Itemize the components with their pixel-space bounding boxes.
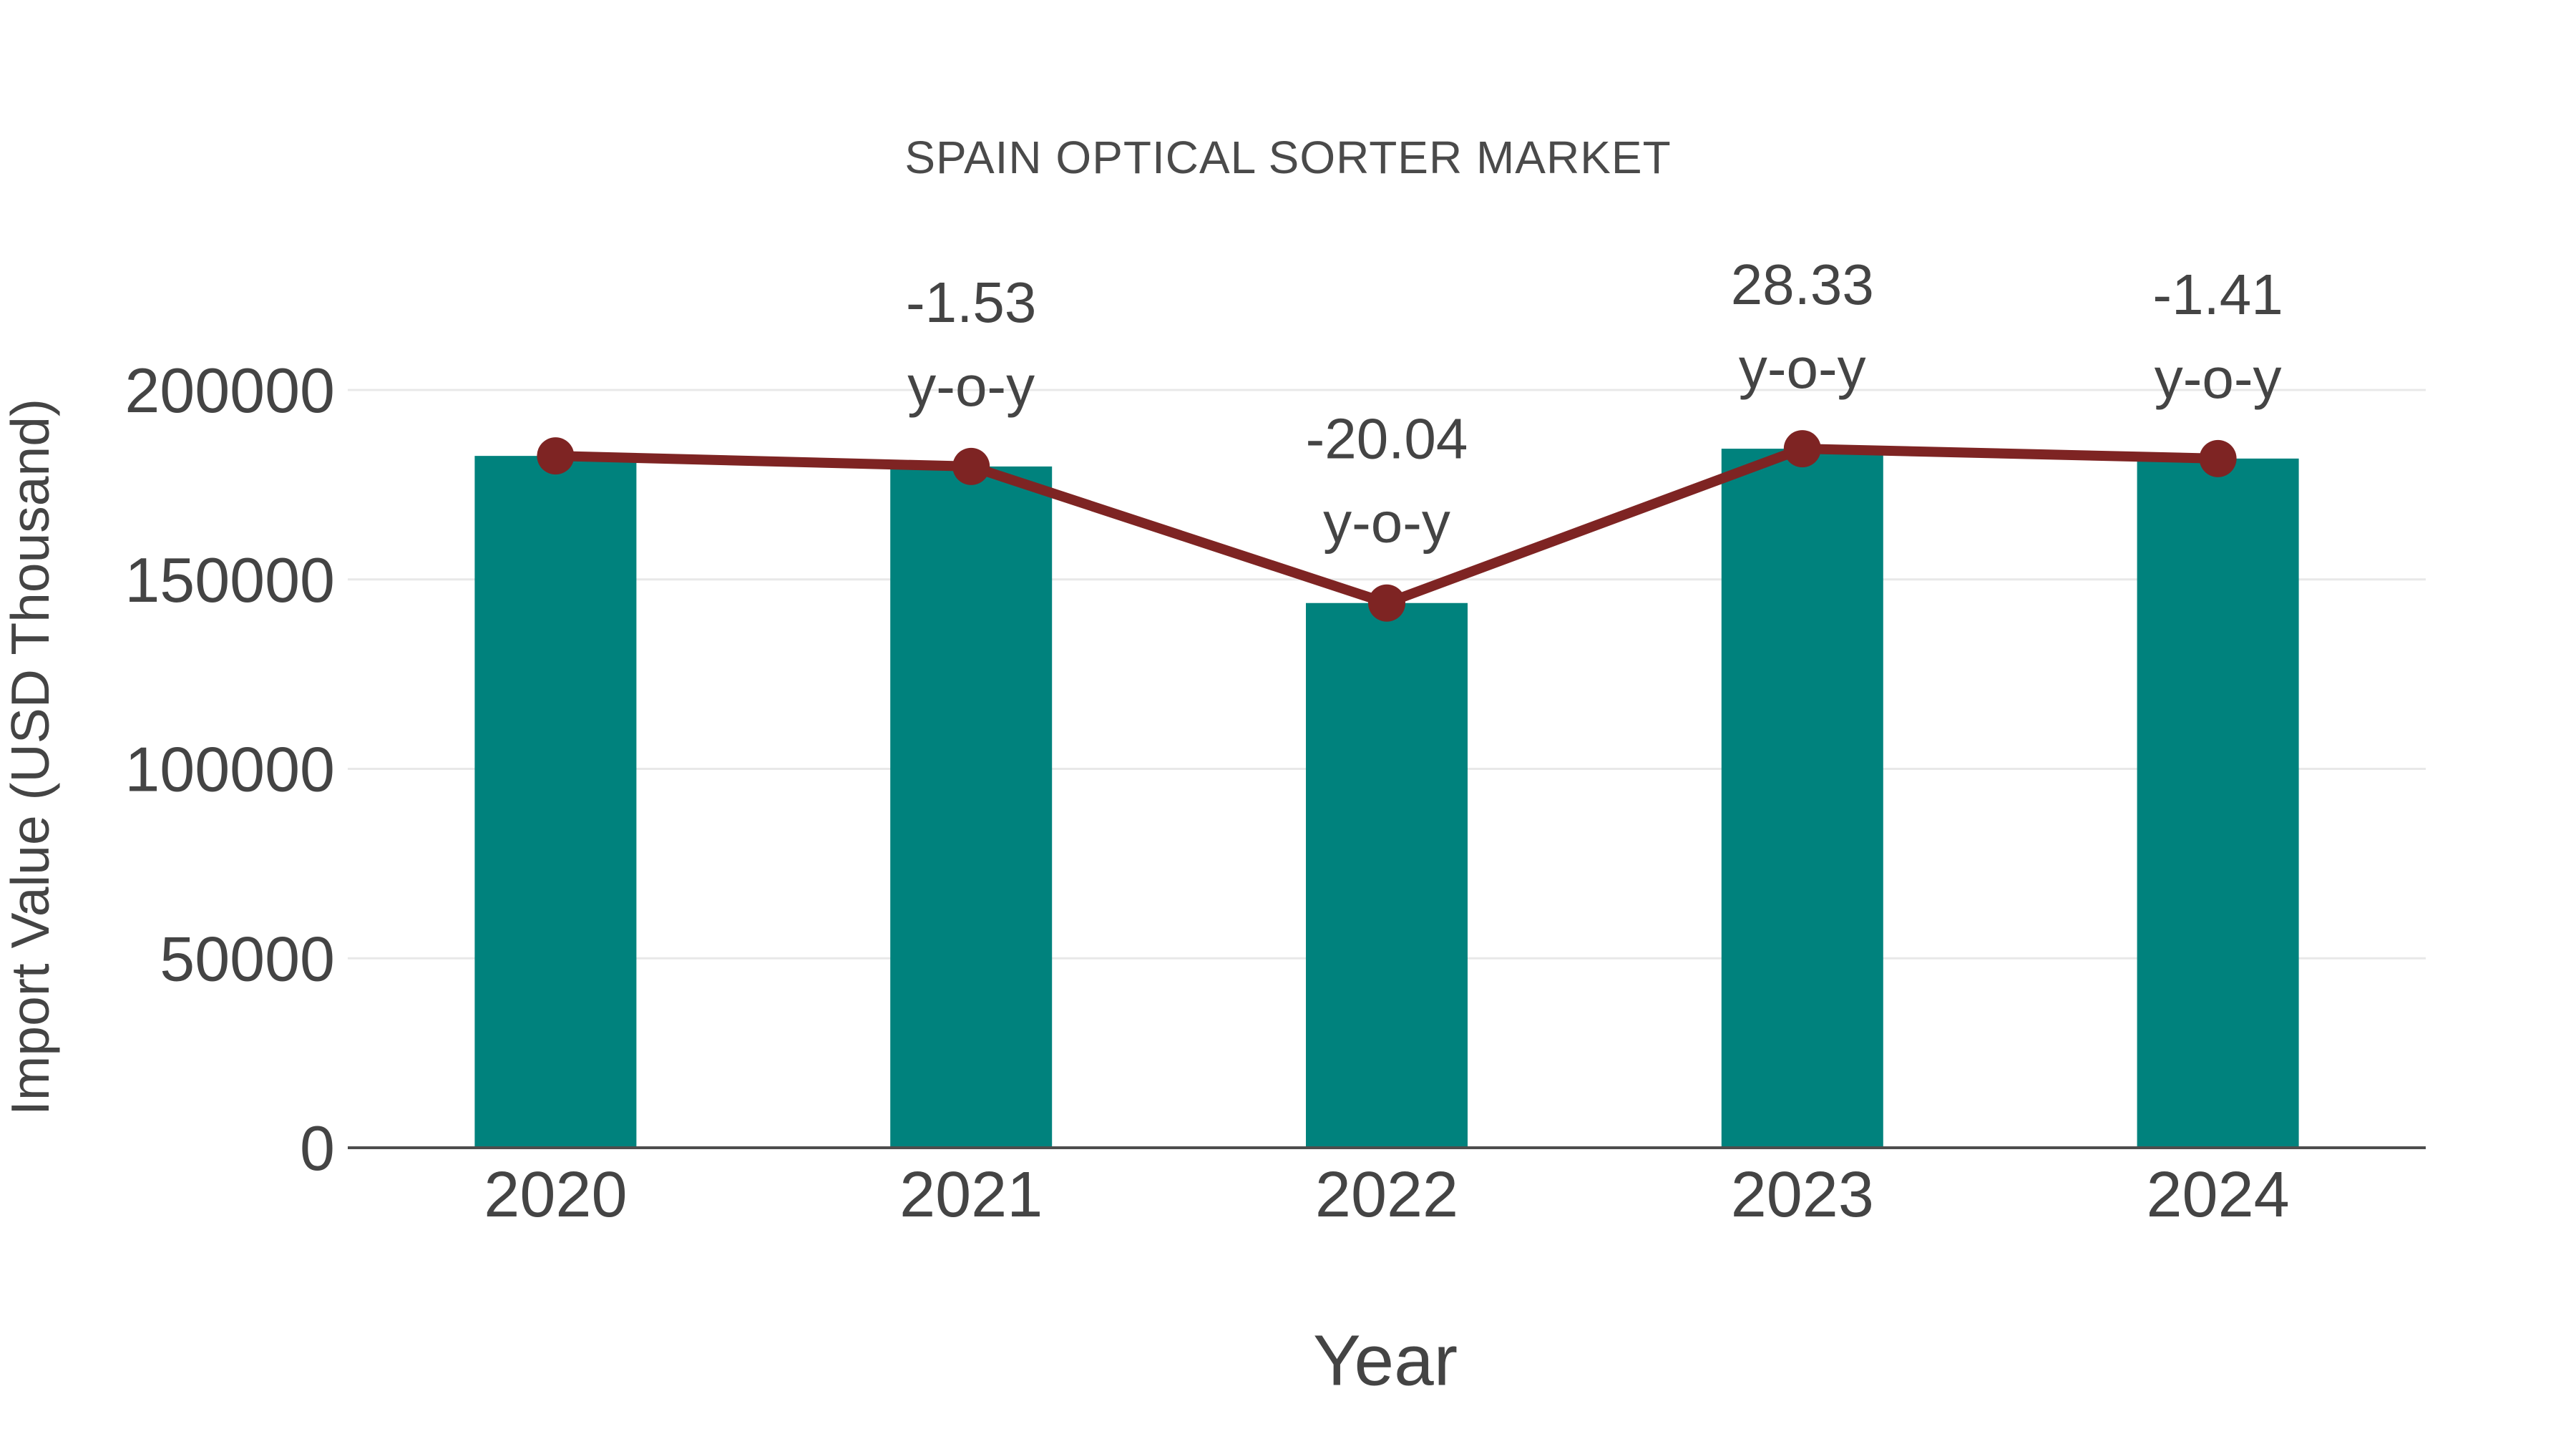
annotation-suffix-2021: y-o-y	[907, 354, 1035, 418]
x-tick-label-2023: 2023	[1731, 1159, 1874, 1231]
annotation-value-2024: -1.41	[2152, 263, 2283, 326]
line-marker-2023	[1783, 430, 1821, 468]
annotation-value-2023: 28.33	[1731, 253, 1874, 316]
x-tick-label-2022: 2022	[1315, 1159, 1458, 1231]
line-marker-2020	[537, 437, 575, 475]
y-tick-label-200000: 200000	[125, 355, 335, 426]
y-axis-title: Import Value (USD Thousand)	[0, 399, 60, 1116]
bar-2020	[474, 456, 637, 1148]
line-marker-2022	[1368, 584, 1405, 622]
x-tick-label-2020: 2020	[484, 1159, 627, 1231]
y-tick-label-100000: 100000	[125, 734, 335, 805]
line-marker-2024	[2199, 439, 2237, 477]
bar-2021	[890, 466, 1053, 1148]
bar-2023	[1721, 449, 1883, 1148]
x-tick-label-2024: 2024	[2146, 1159, 2289, 1231]
bar-2024	[2137, 458, 2299, 1148]
line-marker-2021	[952, 447, 990, 485]
x-tick-label-2021: 2021	[899, 1159, 1043, 1231]
x-axis-title: Year	[1312, 1320, 1458, 1401]
annotation-suffix-2022: y-o-y	[1323, 491, 1450, 555]
chart-title: SPAIN OPTICAL SORTER MARKET	[904, 132, 1672, 183]
y-tick-label-150000: 150000	[125, 545, 335, 615]
annotation-suffix-2024: y-o-y	[2155, 346, 2282, 410]
y-tick-label-0: 0	[300, 1113, 335, 1184]
annotation-value-2021: -1.53	[906, 270, 1036, 334]
annotation-suffix-2023: y-o-y	[1739, 336, 1866, 400]
y-tick-label-50000: 50000	[160, 923, 335, 994]
bar-2022	[1306, 602, 1468, 1148]
annotation-value-2022: -20.04	[1306, 407, 1468, 471]
